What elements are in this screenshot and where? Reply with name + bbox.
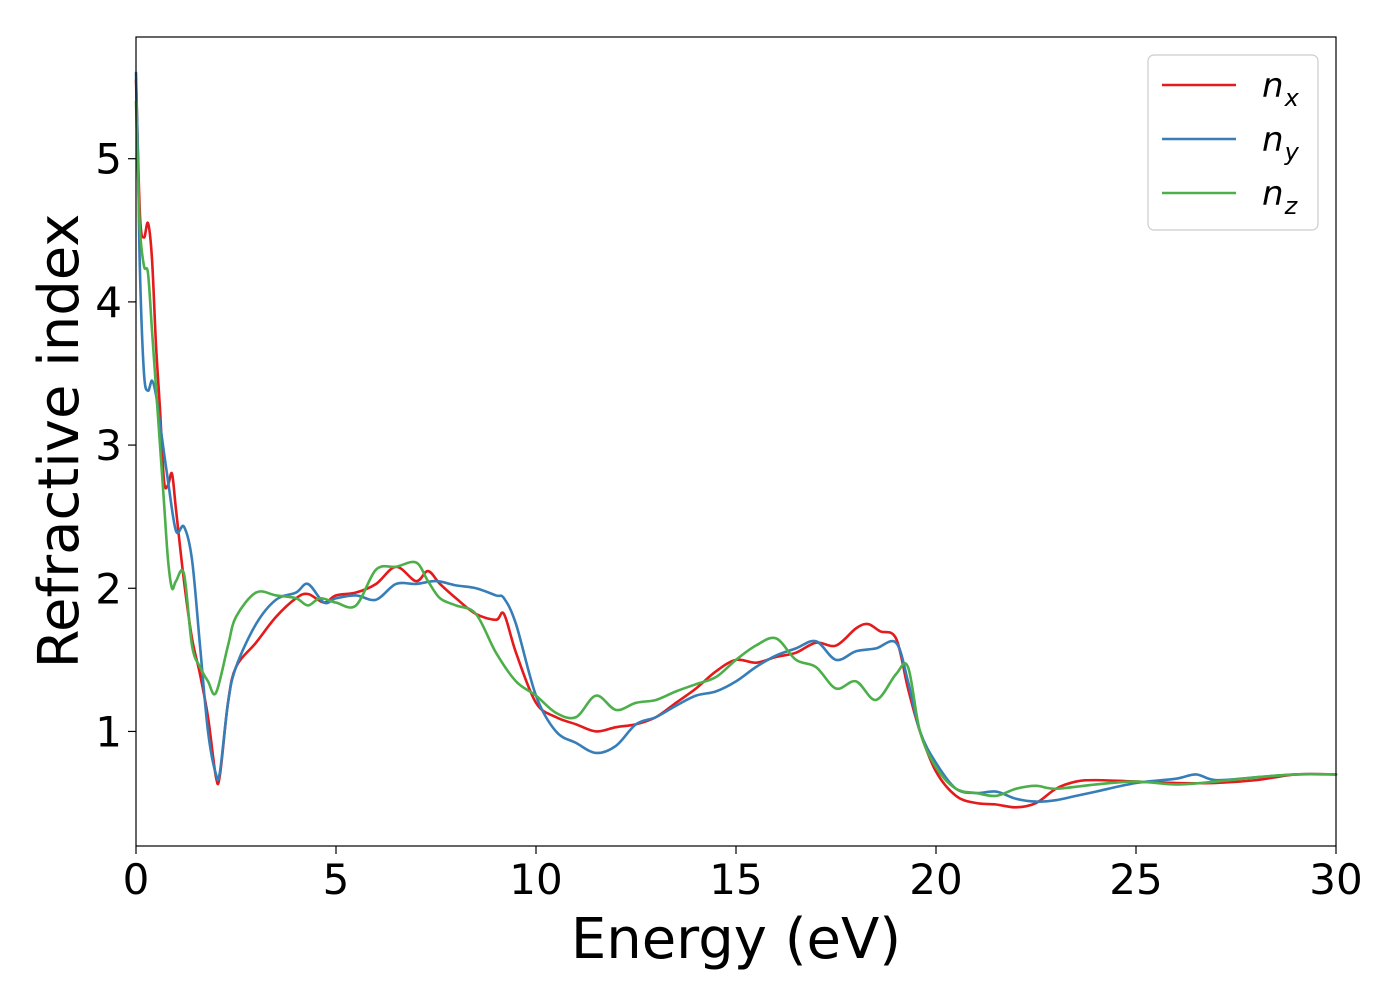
x-tick-label: 0 <box>123 855 150 904</box>
plot-area <box>136 37 1336 846</box>
x-tick-label: 20 <box>909 855 962 904</box>
legend: nx ny nz <box>1147 54 1319 231</box>
legend-label-z: nz <box>1262 174 1299 220</box>
series-line-y <box>134 71 1338 803</box>
series-line-z <box>134 100 1338 798</box>
y-tick-label: 4 <box>95 278 122 327</box>
x-tick-label: 25 <box>1109 855 1162 904</box>
series-lines <box>134 71 1338 809</box>
x-tick-label: 30 <box>1309 855 1362 904</box>
y-tick-label: 2 <box>95 564 122 613</box>
x-axis-ticks: 0 5 10 15 20 25 30 <box>123 846 1363 904</box>
y-axis-label: Refractive index <box>27 214 92 669</box>
legend-box <box>1147 54 1319 231</box>
legend-label-x: nx <box>1262 66 1300 112</box>
x-axis-label: Energy (eV) <box>571 907 901 972</box>
x-tick-label: 5 <box>323 855 350 904</box>
y-tick-label: 5 <box>95 135 122 184</box>
y-axis-ticks: 1 2 3 4 5 <box>95 135 136 756</box>
x-tick-label: 15 <box>709 855 762 904</box>
legend-label-y: ny <box>1262 120 1300 166</box>
x-tick-label: 10 <box>509 855 562 904</box>
y-tick-label: 1 <box>95 707 122 756</box>
y-tick-label: 3 <box>95 421 122 470</box>
